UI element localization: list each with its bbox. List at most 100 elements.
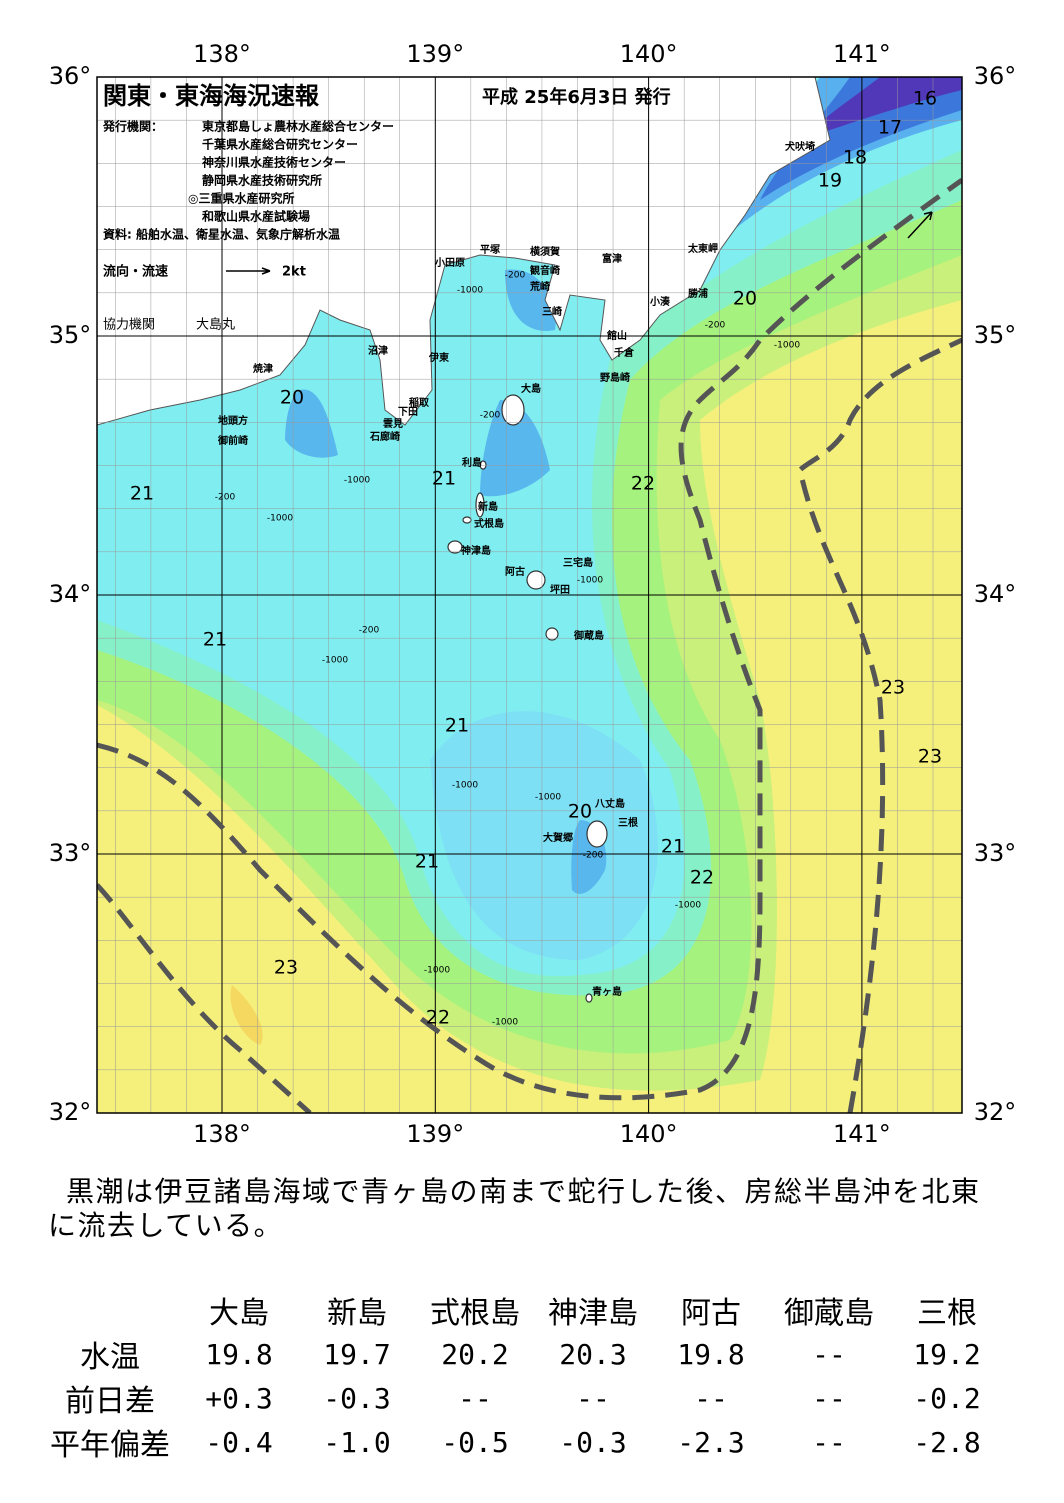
lon-label: 138°	[193, 40, 251, 68]
table-cell: 阿古	[681, 1296, 741, 1331]
depth-label: -200	[480, 411, 501, 421]
lat-label: 32°	[49, 1098, 92, 1126]
current-arrow	[907, 211, 933, 239]
isotherm-label: 23	[918, 746, 942, 768]
place-name: 館山	[606, 329, 627, 342]
table-cell: --	[812, 1381, 846, 1415]
table-cell: 水温	[80, 1340, 140, 1375]
table-cell: 大島	[209, 1296, 269, 1331]
table-cell: 平年偏差	[50, 1428, 170, 1463]
place-name: 三崎	[542, 305, 562, 318]
table-cell: -0.4	[205, 1425, 273, 1459]
place-name: 大賀郷	[543, 831, 573, 844]
place-name: 御蔵島	[573, 629, 604, 642]
cooperation-label: 協力機関	[103, 318, 155, 333]
lat-label: 34°	[974, 580, 1017, 608]
depth-label: -1000	[675, 901, 701, 911]
lat-label: 34°	[49, 580, 92, 608]
title: 関東・東海海況速報	[103, 82, 320, 110]
place-name: 地頭方	[218, 414, 248, 427]
place-name: 青ヶ島	[592, 985, 622, 998]
current-scale: 2kt	[282, 265, 306, 280]
depth-label: -1000	[424, 966, 450, 976]
zone-20	[505, 269, 556, 331]
depth-label: -1000	[774, 341, 800, 351]
publisher: 千葉県水産総合研究センター	[202, 137, 358, 152]
lon-label: 139°	[406, 1120, 464, 1148]
lon-label: 141°	[833, 1120, 891, 1148]
isotherm-label: 18	[843, 147, 867, 169]
place-name: 横須賀	[530, 245, 560, 258]
isotherm-label: 22	[690, 867, 714, 889]
place-name: 沼津	[368, 344, 388, 357]
map: 関東・東海海況速報 平成 25年6月3日 発行 発行機関： 東京都島しょ農林水産…	[49, 40, 1017, 1148]
table-cell: -2.8	[913, 1425, 981, 1459]
place-name: 野島崎	[600, 371, 630, 384]
table-cell: 三根	[917, 1296, 977, 1331]
publisher: 静岡県水産技術研究所	[202, 173, 322, 188]
publisher: 神奈川県水産技術センター	[202, 155, 346, 170]
table-row: 平年偏差 -0.4 -1.0 -0.5 -0.3 -2.3 -- -2.8	[40, 1420, 1006, 1464]
isotherm-label: 21	[432, 468, 456, 490]
depth-label: -1000	[457, 286, 483, 296]
depth-label: -200	[583, 851, 604, 861]
table-cell: 神津島	[548, 1296, 638, 1331]
table-cell: 19.8	[205, 1337, 273, 1371]
island	[501, 394, 525, 426]
zone-20-21	[430, 711, 658, 960]
island	[475, 492, 485, 518]
lat-label: 32°	[974, 1098, 1017, 1126]
place-name: 富津	[602, 252, 622, 265]
place-name: 坪田	[550, 583, 570, 596]
publisher: ◎三重県水産研究所	[188, 191, 294, 206]
place-name: 勝浦	[688, 287, 708, 300]
publisher-label: 発行機関：	[102, 119, 163, 134]
zone-20	[285, 389, 338, 458]
depth-label: -200	[505, 271, 526, 281]
isotherm-label: 21	[203, 629, 227, 651]
place-name: 焼津	[253, 362, 273, 375]
place-name: 稲取	[409, 396, 430, 409]
table-cell: --	[576, 1381, 610, 1415]
isotherm-label: 23	[274, 957, 298, 979]
place-name: 三根	[618, 816, 638, 829]
place-name: 利島	[462, 456, 482, 469]
isotherm-label: 21	[415, 851, 439, 873]
depth-label: -1000	[322, 656, 348, 666]
place-name: 荒崎	[529, 280, 550, 293]
table-cell: -2.3	[677, 1425, 745, 1459]
depth-label: -1000	[344, 476, 370, 486]
place-name: 新島	[478, 500, 498, 513]
depth-label: -1000	[492, 1018, 518, 1028]
isotherm-label: 17	[878, 117, 902, 139]
table-cell: --	[812, 1337, 846, 1371]
table-cell: 式根島	[430, 1296, 520, 1331]
place-name: 大島	[521, 382, 541, 395]
table-row: 水温 19.8 19.7 20.2 20.3 19.8 -- 19.2	[40, 1332, 1006, 1376]
table-cell: 20.2	[441, 1337, 509, 1371]
isotherm-label: 16	[913, 88, 937, 110]
place-name: 犬吠埼	[785, 140, 815, 153]
place-name: 小田原	[434, 256, 465, 269]
description: 黒潮は伊豆諸島海域で青ヶ島の南まで蛇行した後、房総半島沖を北東に流去している。	[48, 1175, 981, 1242]
zone-16-17	[800, 77, 962, 140]
land	[97, 77, 831, 426]
table-cell: +0.3	[205, 1381, 273, 1415]
table-cell: --	[458, 1381, 492, 1415]
table-cell	[40, 1288, 180, 1332]
lon-label: 138°	[193, 1120, 251, 1148]
table-cell: -0.5	[441, 1425, 509, 1459]
graticule	[97, 77, 962, 1113]
place-name: 観音崎	[530, 264, 560, 277]
table-cell: --	[812, 1425, 846, 1459]
place-name: 八丈島	[594, 797, 625, 810]
isotherm-label: 21	[130, 483, 154, 505]
lat-label: 35°	[49, 321, 92, 349]
island	[462, 516, 472, 524]
island	[585, 993, 593, 1003]
depth-label: -200	[215, 493, 236, 503]
table-row: 前日差 +0.3 -0.3 -- -- -- -- -0.2	[40, 1376, 1006, 1420]
zone-18-19	[760, 77, 962, 200]
isotherm-label: 22	[631, 473, 655, 495]
